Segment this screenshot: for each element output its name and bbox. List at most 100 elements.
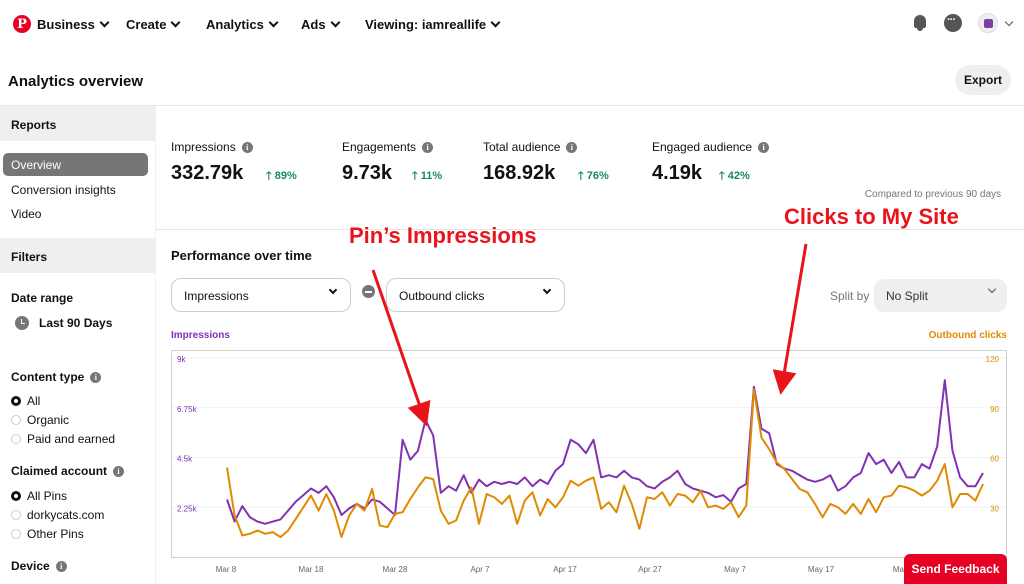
nav-ads-label: Ads [301, 17, 326, 32]
option-label: All [27, 394, 41, 408]
split-by-label: Split by [830, 289, 870, 303]
info-icon[interactable]: i [90, 372, 102, 384]
nav-analytics[interactable]: Analytics [206, 17, 279, 32]
sidebar-item-conversion-insights[interactable]: Conversion insights [11, 183, 116, 197]
metric1-value: Impressions [184, 289, 249, 303]
option-label: Other Pins [27, 527, 84, 541]
chevron-down-icon [542, 285, 552, 295]
account-menu[interactable] [978, 13, 1014, 33]
date-range-label: Date range [11, 291, 74, 305]
left-tick-label: 4.5k [177, 455, 193, 464]
metric-label-text: Engagements [342, 140, 417, 154]
performance-chart[interactable]: 2.25k 4.5k 6.75k 9k 30 60 90 120 Mar 8 Mar 18 Mar … [171, 350, 1007, 576]
info-icon[interactable]: i [241, 141, 253, 153]
chevron-down-icon [1004, 17, 1014, 26]
arrow-up-icon: 🡑 [412, 170, 418, 182]
x-tick-label: Apr 7 [470, 565, 490, 574]
left-tick-label: 6.75k [177, 405, 198, 414]
content-type-option-paid[interactable]: Paid and earned [11, 432, 115, 446]
header-divider [0, 105, 1024, 106]
nav-create[interactable]: Create [126, 17, 181, 32]
content-type-option-all[interactable]: All [11, 394, 40, 408]
info-icon[interactable]: i [758, 141, 770, 153]
metric-value: 168.92k [483, 162, 556, 184]
metric-label-text: Engaged audience [652, 140, 753, 154]
metric-label: Impressions i [171, 140, 253, 154]
claimed-account-option-other[interactable]: Other Pins [11, 527, 84, 541]
option-label: All Pins [27, 489, 68, 503]
device-label-text: Device [11, 559, 50, 573]
sidebar-item-video[interactable]: Video [11, 207, 42, 221]
top-nav: P Business Create Analytics Ads Viewing:… [0, 0, 1024, 50]
sidebar: Reports Overview Conversion insights Vid… [0, 106, 155, 584]
metric-delta-value: 42% [727, 170, 750, 182]
sidebar-item-overview[interactable]: Overview [3, 153, 148, 176]
nav-business-label: Business [37, 17, 95, 32]
metric-label-text: Total audience [483, 140, 561, 154]
remove-metric-icon[interactable] [362, 285, 375, 298]
nav-viewing-label: Viewing: iamreallife [365, 17, 487, 32]
annotation-pins-impressions: Pin’s Impressions [349, 223, 537, 248]
option-label: Paid and earned [27, 432, 116, 446]
x-tick-label: May 17 [808, 565, 835, 574]
date-range-selector[interactable]: Last 90 Days [15, 316, 112, 330]
nav-analytics-label: Analytics [206, 17, 264, 32]
radio-icon [11, 529, 21, 539]
info-icon[interactable]: i [422, 141, 434, 153]
claimed-account-option-all-pins[interactable]: All Pins [11, 489, 67, 503]
series-line-outbound-clicks [226, 388, 984, 539]
chevron-down-icon [490, 17, 501, 28]
avatar [978, 13, 998, 33]
chevron-down-icon [99, 17, 110, 28]
radio-selected-icon [11, 491, 21, 501]
metric2-value: Outbound clicks [399, 289, 485, 303]
export-button[interactable]: Export [955, 65, 1011, 95]
chevron-down-icon [328, 285, 338, 295]
filters-section-header: Filters [0, 238, 155, 273]
metric-delta-value: 89% [274, 170, 297, 182]
chevron-down-icon [171, 17, 181, 28]
claimed-account-label: Claimed account i [11, 464, 125, 478]
info-icon[interactable]: i [55, 561, 67, 573]
x-tick-label: Apr 27 [638, 565, 662, 574]
metric-delta: 🡑 42% [719, 167, 750, 186]
metric-delta-value: 11% [420, 170, 443, 182]
metric-impressions: Impressions i 332.79k 🡑 89% [171, 140, 297, 184]
plot-frame [171, 350, 1007, 558]
section-divider [155, 229, 1024, 230]
nav-viewing[interactable]: Viewing: iamreallife [365, 17, 501, 32]
nav-business[interactable]: Business [37, 17, 110, 32]
left-tick-label: 2.25k [177, 504, 198, 513]
split-select[interactable]: No Split [874, 279, 1007, 312]
content-type-option-organic[interactable]: Organic [11, 413, 69, 427]
bell-icon[interactable] [912, 14, 928, 32]
metric-value: 9.73k [342, 162, 393, 184]
clock-icon [15, 316, 29, 330]
annotation-clicks-to-site: Clicks to My Site [784, 204, 959, 229]
info-icon[interactable]: i [566, 141, 578, 153]
content-type-label: Content type i [11, 370, 102, 384]
info-icon[interactable]: i [113, 466, 125, 478]
left-axis-title: Impressions [171, 330, 230, 341]
nav-create-label: Create [126, 17, 167, 32]
metric2-select[interactable]: Outbound clicks [386, 278, 565, 312]
metric-delta-value: 76% [586, 170, 609, 182]
metric-delta: 🡑 76% [578, 167, 609, 186]
nav-ads[interactable]: Ads [301, 17, 341, 32]
x-tick-label: Mar 18 [299, 565, 324, 574]
arrow-up-icon: 🡑 [266, 170, 272, 182]
send-feedback-button[interactable]: Send Feedback [904, 554, 1007, 584]
split-value: No Split [886, 289, 929, 303]
right-tick-label: 90 [990, 405, 999, 414]
arrow-up-icon: 🡑 [578, 170, 584, 182]
claimed-account-label-text: Claimed account [11, 464, 108, 478]
radio-icon [11, 434, 21, 444]
metric-label: Engagements i [342, 140, 434, 154]
metric-delta: 🡑 89% [266, 167, 297, 186]
brand[interactable]: P [13, 15, 31, 33]
claimed-account-option-dorkycats[interactable]: dorkycats.com [11, 508, 104, 522]
chat-icon[interactable] [944, 14, 962, 32]
x-tick-label: Mar 8 [216, 565, 237, 574]
date-range-value: Last 90 Days [39, 316, 113, 330]
metric1-select[interactable]: Impressions [171, 278, 351, 312]
